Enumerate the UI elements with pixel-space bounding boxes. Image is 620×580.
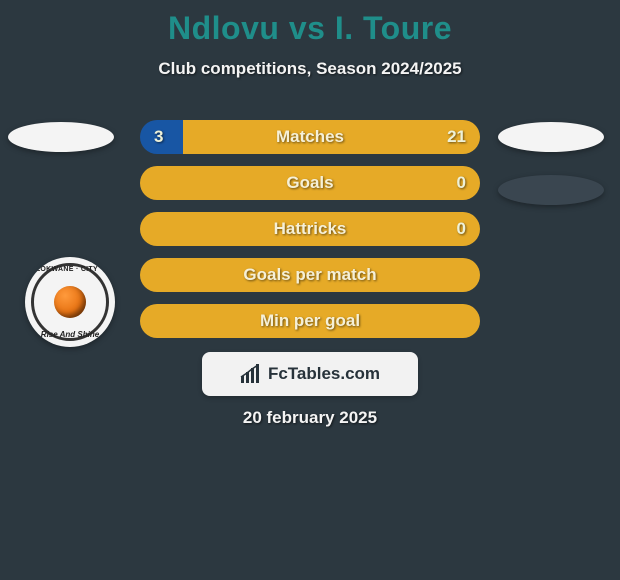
comparison-bars: 321Matches 0Goals 0Hattricks Goals per matc… xyxy=(140,120,480,350)
comparison-infographic: Ndlovu vs I. Toure Club competitions, Se… xyxy=(0,0,620,580)
subtitle: Club competitions, Season 2024/2025 xyxy=(0,59,620,79)
stat-bar: Min per goal xyxy=(140,304,480,338)
stat-metric-label: Hattricks xyxy=(140,212,480,246)
attribution-text: FcTables.com xyxy=(268,364,380,384)
stat-metric-label: Matches xyxy=(140,120,480,154)
snapshot-date: 20 february 2025 xyxy=(0,408,620,428)
player-left-country-flag xyxy=(8,122,114,152)
player-right-club-logo xyxy=(498,175,604,205)
stat-metric-label: Goals per match xyxy=(140,258,480,292)
stat-bar: 321Matches xyxy=(140,120,480,154)
player-right-country-flag xyxy=(498,122,604,152)
chart-icon xyxy=(240,364,262,384)
stat-bar: Goals per match xyxy=(140,258,480,292)
stat-bar: 0Hattricks xyxy=(140,212,480,246)
stat-metric-label: Goals xyxy=(140,166,480,200)
club-logo-top-text: POLOKWANE · CITY · FC xyxy=(25,266,115,273)
page-title: Ndlovu vs I. Toure xyxy=(0,0,620,47)
player-left-club-logo: POLOKWANE · CITY · FC Rise And Shine xyxy=(25,257,115,347)
stat-bar: 0Goals xyxy=(140,166,480,200)
stat-metric-label: Min per goal xyxy=(140,304,480,338)
attribution-badge: FcTables.com xyxy=(202,352,418,396)
club-logo-motto: Rise And Shine xyxy=(25,330,115,339)
